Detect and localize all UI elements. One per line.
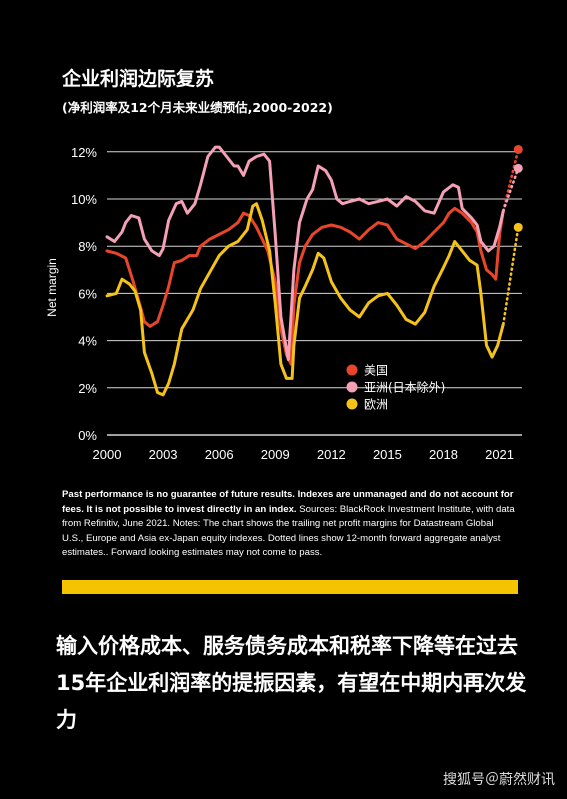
legend-marker: [346, 364, 358, 376]
chart-title: 企业利润边际复苏: [62, 68, 215, 90]
forecast-dotted-line: [502, 167, 520, 213]
source-text: Sources: BlackRock Investment Institute,…: [62, 503, 515, 559]
y-tick-label: 0%: [78, 428, 97, 443]
series-line: [105, 202, 505, 397]
series-line: [105, 206, 505, 366]
x-tick-label: 2003: [149, 447, 178, 462]
disclaimer-text: Past performance is no guarantee of futu…: [62, 489, 514, 515]
y-tick-label: 6%: [78, 286, 97, 301]
x-tick-label: 2012: [317, 447, 346, 462]
y-axis-label: Net margin: [45, 258, 59, 317]
y-tick-label: 12%: [71, 145, 97, 160]
y-tick-label: 2%: [78, 381, 97, 396]
y-tick-label: 10%: [71, 192, 97, 207]
x-tick-label: 2018: [429, 447, 458, 462]
x-tick-label: 2015: [373, 447, 402, 462]
legend-label: 欧洲: [364, 398, 388, 412]
x-tick-label: 2009: [261, 447, 290, 462]
headline-text: 输入价格成本、服务债务成本和税率下降等在过去15年企业利润率的提振因素，有望在中…: [56, 634, 527, 732]
x-tick-label: 2021: [485, 447, 514, 462]
forecast-dotted-line: [502, 226, 520, 326]
source-note: Past performance is no guarantee of futu…: [62, 488, 517, 561]
watermark: 搜狐号＠蔚然财讯: [443, 772, 555, 788]
forecast-endpoint: [513, 222, 523, 232]
net-margin-line-chart: 0% 2% 4% 6% 8% 10% 12% 2000 2003 2006 2009 2012 2015…: [45, 144, 523, 462]
x-tick-label: 2000: [93, 447, 122, 462]
legend-marker: [346, 381, 358, 393]
y-tick-label: 8%: [78, 239, 97, 254]
legend-marker: [346, 398, 358, 410]
legend-label: 美国: [364, 364, 388, 378]
accent-bar: [62, 580, 518, 594]
x-tick-label: 2006: [205, 447, 234, 462]
legend-label: 亚洲(日本除外): [364, 380, 445, 395]
forecast-endpoint: [513, 163, 523, 173]
y-tick-label: 4%: [78, 334, 97, 349]
forecast-endpoint: [513, 144, 523, 154]
series-line: [105, 145, 505, 361]
chart-subtitle: (净利润率及12个月未来业绩预估,2000-2022): [62, 100, 333, 115]
